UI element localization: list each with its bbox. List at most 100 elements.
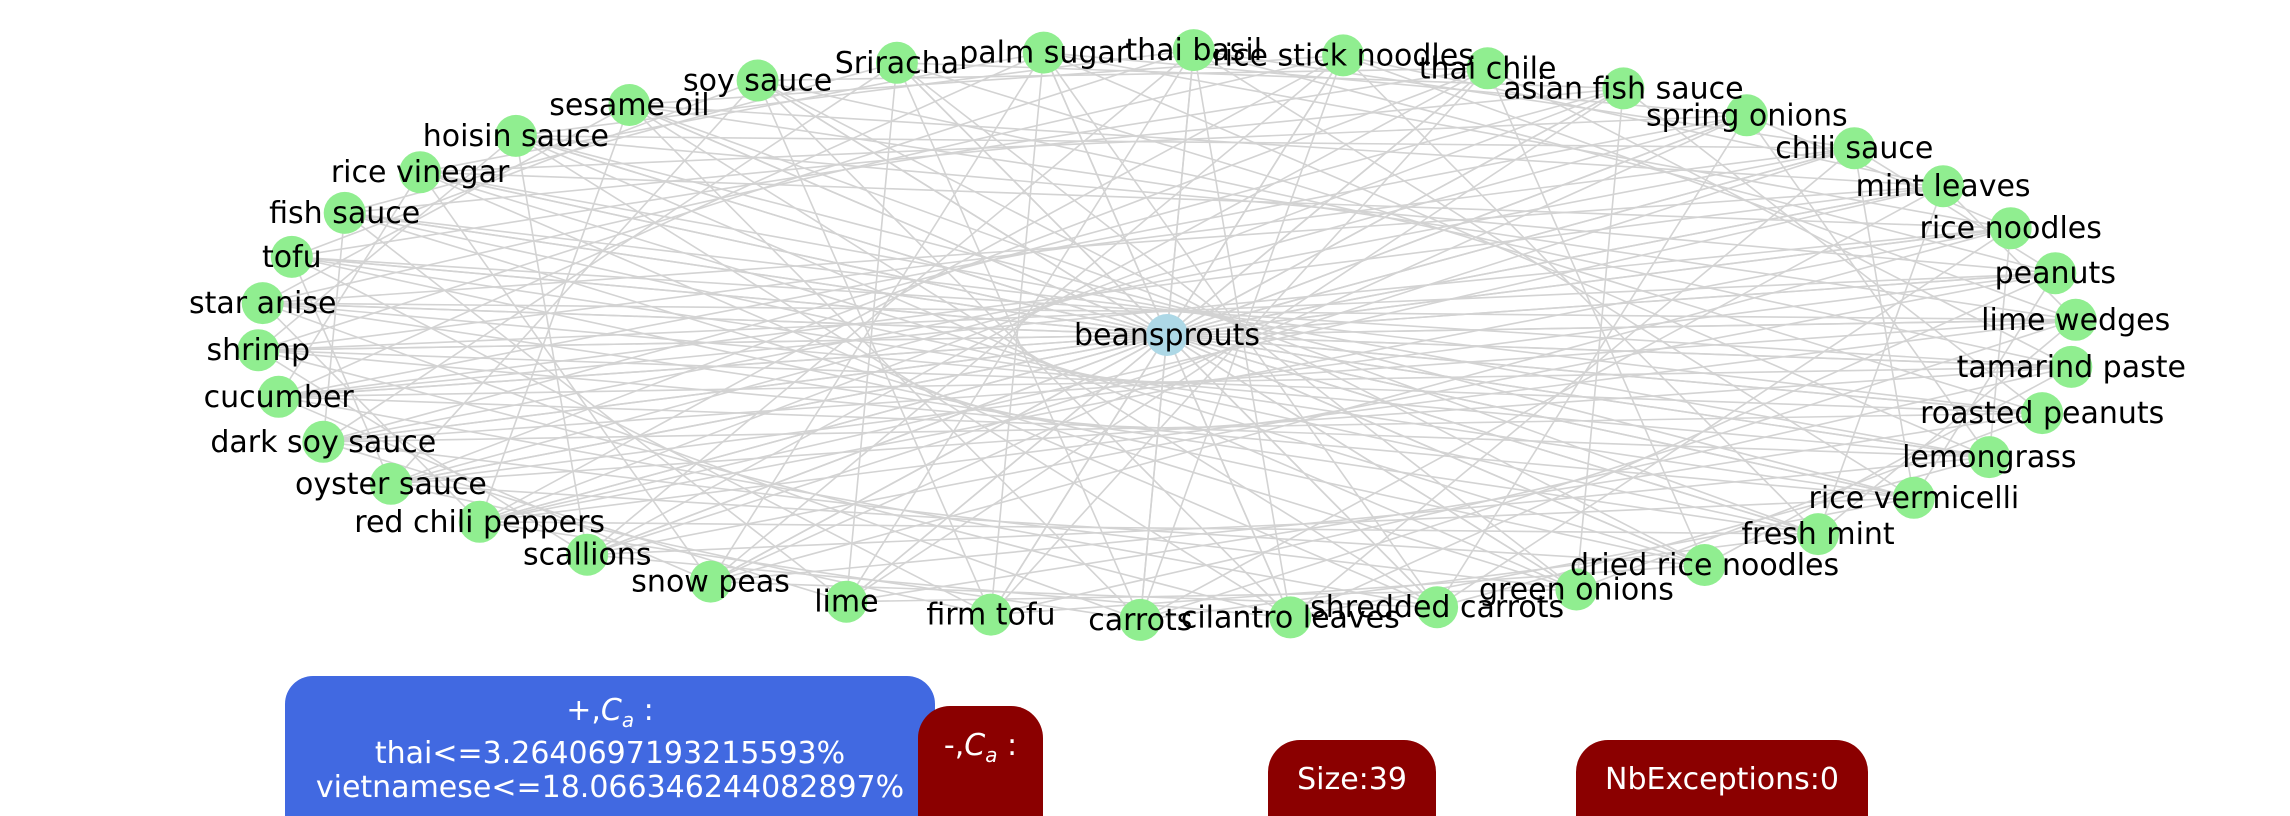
edge-rice-vermicelli-tofu bbox=[291, 256, 1915, 499]
node-label-asian-fish-sauce: asian fish sauce bbox=[1503, 71, 1743, 106]
edge-green-onions-asian-fish-sauce bbox=[1575, 88, 1625, 590]
node-label-roasted-peanuts: roasted peanuts bbox=[1920, 396, 2164, 431]
node-label-oyster-sauce: oyster sauce bbox=[295, 467, 487, 502]
edge-shredded-carrots-spring-onions bbox=[1436, 114, 1748, 608]
node-spring-onions bbox=[1725, 94, 1768, 137]
node-cucumber bbox=[257, 375, 300, 418]
node-label-spring-onions: spring onions bbox=[1646, 98, 1848, 133]
edge-shrimp-chili-sauce bbox=[258, 147, 1855, 351]
node-label-fish-sauce: fish sauce bbox=[269, 196, 420, 231]
node-label-cilantro-leaves: cilantro leaves bbox=[1181, 600, 1400, 635]
edge-lemongrass-spring-onions bbox=[1746, 114, 1990, 458]
node-scallions bbox=[566, 533, 609, 576]
edge-green-onions-sriracha bbox=[896, 62, 1577, 591]
edge-lemongrass-shredded-carrots bbox=[1436, 456, 1990, 608]
edge-lemongrass-palm-sugar bbox=[1043, 51, 1990, 458]
edge-tofu-soy-sauce bbox=[291, 79, 758, 258]
edge-red-chili-peppers-rice-stick-noodles bbox=[479, 54, 1344, 523]
exceptions-label: NbExceptions:0 bbox=[1605, 762, 1839, 797]
node-label-shredded-carrots: shredded carrots bbox=[1310, 590, 1564, 625]
edge-rice-noodles-rice-vinegar bbox=[420, 171, 2011, 229]
node-rice-vinegar bbox=[399, 151, 442, 194]
edge-snow-peas-cucumber bbox=[278, 396, 711, 583]
node-label-lemongrass: lemongrass bbox=[1902, 440, 2076, 475]
edge-cucumber-rice-vinegar bbox=[278, 171, 421, 398]
node-chili-sauce bbox=[1833, 127, 1876, 170]
edge-lime-fish-sauce bbox=[344, 212, 847, 603]
node-label-carrots: carrots bbox=[1088, 603, 1192, 638]
node-roasted-peanuts bbox=[2021, 392, 2064, 435]
edge-lime-wedges-fresh-mint bbox=[1817, 319, 2077, 535]
edge-fresh-mint-fish-sauce bbox=[344, 212, 1819, 535]
node-label-soy-sauce: soy sauce bbox=[683, 64, 832, 99]
node-label-rice-vermicelli: rice vermicelli bbox=[1809, 481, 2020, 516]
edge-star-anise-mint-leaves bbox=[262, 185, 1944, 304]
node-label-fresh-mint: fresh mint bbox=[1741, 517, 1894, 552]
size-badge: Size:39 bbox=[1268, 740, 1436, 816]
node-label-hoisin-sauce: hoisin sauce bbox=[423, 119, 609, 154]
edge-cilantro-leaves-thai-basil bbox=[1192, 49, 1292, 618]
node-dark-soy-sauce bbox=[302, 420, 345, 463]
node-label-rice-noodles: rice noodles bbox=[1920, 211, 2102, 246]
node-shrimp bbox=[237, 329, 280, 372]
edge-oyster-sauce-thai-chile bbox=[390, 67, 1488, 485]
node-tamarind-paste bbox=[2050, 345, 2093, 388]
edge-scallions-shrimp bbox=[257, 349, 588, 556]
node-label-beansprouts: beansprouts bbox=[1074, 318, 1260, 353]
edge-carrots-mint-leaves bbox=[1139, 185, 1944, 621]
edge-shredded-carrots-palm-sugar bbox=[1043, 52, 1438, 608]
edge-roasted-peanuts-asian-fish-sauce bbox=[1622, 87, 2043, 414]
edge-peanuts-hoisin-sauce bbox=[515, 135, 2056, 274]
edge-dark-soy-sauce-asian-fish-sauce bbox=[323, 87, 1624, 443]
node-oyster-sauce bbox=[369, 462, 412, 505]
edge-tamarind-paste-oyster-sauce bbox=[390, 366, 2072, 485]
edge-dried-rice-noodles-tofu bbox=[291, 256, 1705, 566]
edge-red-chili-peppers-asian-fish-sauce bbox=[479, 87, 1624, 523]
edge-rice-vermicelli-chili-sauce bbox=[1853, 148, 1915, 498]
node-peanuts bbox=[2034, 252, 2077, 295]
node-label-rice-stick-noodles: rice stick noodles bbox=[1212, 38, 1473, 73]
negative-pattern-title: -,Ca : bbox=[943, 728, 1018, 767]
edge-rice-vinegar-spring-onions bbox=[420, 114, 1747, 173]
node-fresh-mint bbox=[1797, 513, 1840, 556]
node-tofu bbox=[270, 235, 313, 278]
edge-rice-vermicelli-thai-basil bbox=[1193, 49, 1915, 499]
edge-green-onions-fish-sauce bbox=[344, 212, 1577, 591]
edge-fish-sauce-sriracha bbox=[344, 62, 898, 214]
edge-roasted-peanuts-sriracha bbox=[896, 62, 2043, 414]
node-hoisin-sauce bbox=[494, 114, 537, 157]
node-label-peanuts: peanuts bbox=[1995, 256, 2116, 291]
node-beansprouts bbox=[1146, 314, 1188, 356]
edge-lime-dark-soy-sauce bbox=[323, 441, 847, 603]
edge-green-onions-lime bbox=[846, 588, 1577, 603]
node-lime bbox=[825, 580, 868, 623]
node-label-sesame-oil: sesame oil bbox=[549, 88, 709, 123]
edge-shrimp-thai-basil bbox=[258, 49, 1194, 351]
edge-star-anise-rice-stick-noodles bbox=[262, 54, 1344, 304]
edge-cilantro-leaves-chili-sauce bbox=[1289, 147, 1855, 619]
node-rice-stick-noodles bbox=[1322, 34, 1365, 77]
node-firm-tofu bbox=[969, 593, 1012, 636]
node-sriracha bbox=[875, 41, 918, 84]
node-label-thai-basil: thai basil bbox=[1125, 33, 1262, 68]
node-label-thai-chile: thai chile bbox=[1419, 51, 1557, 86]
node-palm-sugar bbox=[1022, 31, 1065, 74]
edge-dried-rice-noodles-rice-vinegar bbox=[419, 171, 1705, 566]
positive-pattern-line-1: thai<=3.2640697193215593% bbox=[374, 736, 846, 771]
edge-cucumber-mint-leaves bbox=[278, 185, 1944, 398]
node-label-cucumber: cucumber bbox=[204, 380, 355, 415]
edge-tofu-thai-chile bbox=[291, 67, 1488, 258]
node-rice-noodles bbox=[1989, 207, 2032, 250]
edge-shredded-carrots-sesame-oil bbox=[628, 104, 1438, 608]
node-rice-vermicelli bbox=[1892, 476, 1935, 519]
edge-cucumber-palm-sugar bbox=[278, 51, 1045, 398]
node-cilantro-leaves bbox=[1269, 596, 1312, 639]
edge-lime-wedges-mint-leaves bbox=[1942, 185, 2077, 321]
node-label-palm-sugar: palm sugar bbox=[959, 36, 1129, 71]
node-thai-chile bbox=[1466, 47, 1509, 90]
edge-rice-vermicelli-shrimp bbox=[258, 349, 1914, 499]
node-fish-sauce bbox=[323, 191, 366, 234]
edge-cucumber-spring-onions bbox=[278, 114, 1747, 398]
edge-roasted-peanuts-dark-soy-sauce bbox=[323, 412, 2043, 443]
